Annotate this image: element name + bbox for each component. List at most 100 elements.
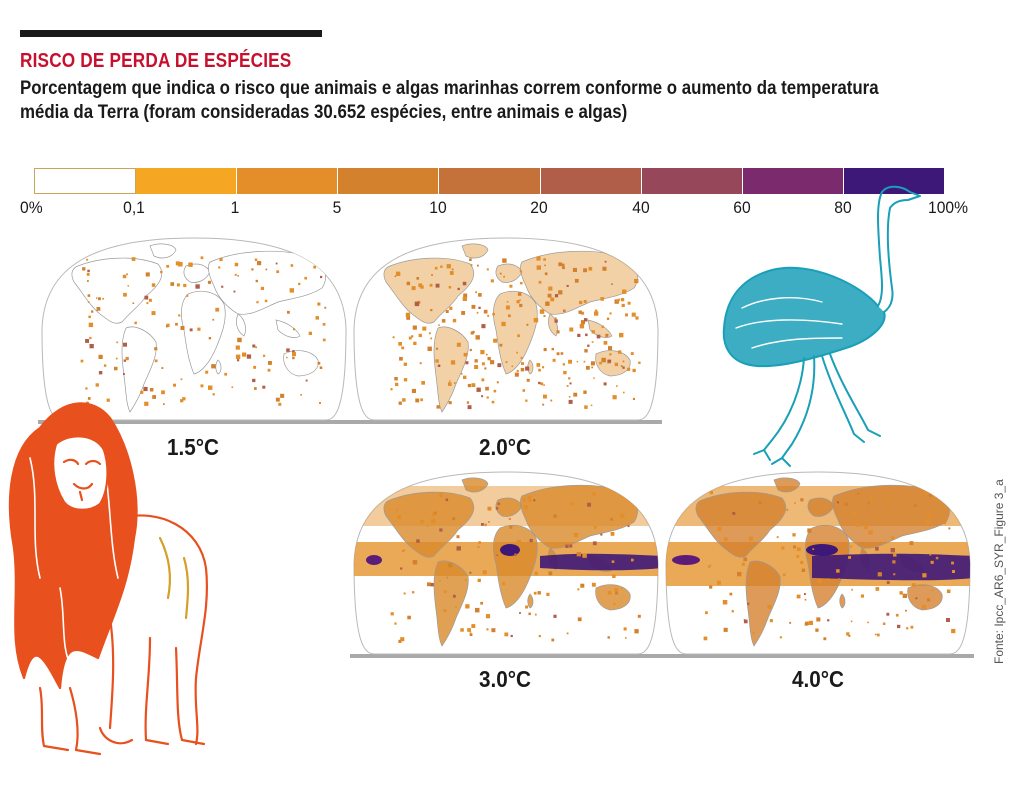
risk-cell (186, 294, 189, 297)
risk-cell (412, 591, 415, 594)
risk-cell (579, 324, 585, 329)
risk-cell (505, 361, 508, 364)
risk-cell (265, 268, 268, 271)
risk-cell (620, 513, 625, 518)
risk-cell (508, 517, 511, 520)
risk-cell (600, 533, 603, 536)
risk-cell (566, 385, 569, 387)
risk-cell (618, 350, 622, 354)
risk-cell (481, 324, 486, 329)
risk-cell (166, 264, 170, 268)
risk-cell (324, 306, 327, 309)
risk-cell (538, 368, 541, 372)
risk-cell (456, 546, 461, 551)
risk-cell (723, 627, 728, 632)
risk-cell (581, 311, 585, 315)
risk-cell (175, 261, 180, 266)
risk-cell (890, 548, 895, 553)
risk-cell (527, 496, 532, 500)
risk-cell (593, 525, 597, 529)
risk-cell (161, 367, 164, 369)
risk-cell (767, 604, 772, 609)
risk-cell (465, 361, 469, 365)
risk-cell (545, 301, 550, 306)
risk-cell (183, 283, 187, 288)
risk-cell (611, 560, 615, 563)
risk-cell (455, 606, 457, 609)
risk-cell (448, 563, 453, 568)
risk-cell (219, 257, 223, 262)
risk-cell (516, 369, 519, 372)
risk-cell (208, 337, 212, 340)
risk-cell (114, 366, 118, 371)
risk-cell (631, 558, 634, 562)
risk-cell (469, 571, 472, 574)
risk-cell (568, 377, 571, 380)
risk-cell (493, 338, 498, 343)
risk-cell (103, 364, 107, 367)
risk-cell (909, 541, 914, 546)
risk-cell (893, 553, 897, 557)
risk-cell (850, 620, 853, 623)
risk-cell (452, 517, 456, 521)
risk-cell (394, 622, 397, 625)
risk-cell (116, 341, 119, 344)
risk-cell (601, 357, 606, 363)
high-risk-patch (366, 555, 382, 565)
risk-cell (703, 636, 708, 641)
continent-shape (695, 491, 787, 558)
risk-cell (465, 604, 470, 609)
risk-cell (737, 571, 742, 577)
risk-cell (792, 533, 796, 537)
risk-cell (263, 354, 266, 357)
risk-cell (403, 549, 406, 551)
risk-cell (287, 310, 290, 314)
risk-cell (517, 334, 520, 338)
risk-cell (483, 309, 488, 314)
risk-cell (632, 397, 635, 400)
risk-cell (434, 266, 438, 270)
risk-cell (87, 269, 90, 273)
continent-shape (461, 477, 489, 493)
risk-cell (587, 502, 591, 507)
risk-cell (286, 356, 288, 359)
risk-cell (467, 405, 472, 410)
risk-cell (448, 286, 452, 289)
risk-cell (471, 624, 476, 628)
map-baseline (38, 420, 350, 424)
risk-cell (264, 299, 268, 303)
risk-cell (864, 525, 868, 530)
risk-cell (402, 398, 406, 402)
risk-cell (516, 351, 518, 354)
continent-shape (121, 326, 157, 413)
risk-cell (577, 617, 582, 622)
risk-cell (491, 628, 496, 633)
risk-cell (427, 582, 431, 587)
risk-cell (525, 605, 529, 609)
risk-cell (437, 364, 441, 367)
risk-cell (252, 344, 256, 348)
risk-cell (600, 297, 604, 301)
risk-cell (430, 518, 436, 524)
scale-tick-2: 1 (230, 198, 240, 217)
risk-cell (612, 395, 617, 400)
risk-cell (82, 267, 86, 271)
continent-shape (433, 560, 469, 647)
risk-cell (724, 537, 728, 541)
risk-cell (748, 536, 753, 541)
risk-cell (482, 570, 487, 575)
risk-cell (905, 609, 907, 612)
risk-cell (397, 515, 401, 520)
risk-cell (534, 571, 538, 576)
continent-shape (215, 359, 222, 375)
risk-cell (254, 387, 257, 390)
risk-cell (796, 555, 800, 558)
risk-cell (286, 348, 290, 352)
high-risk-patch (806, 544, 838, 556)
risk-cell (927, 513, 932, 517)
risk-cell (565, 544, 569, 548)
risk-cell (804, 593, 806, 595)
risk-cell (480, 350, 485, 355)
risk-cell (554, 317, 557, 320)
subtitle: Porcentagem que indica o risco que anima… (20, 77, 879, 123)
